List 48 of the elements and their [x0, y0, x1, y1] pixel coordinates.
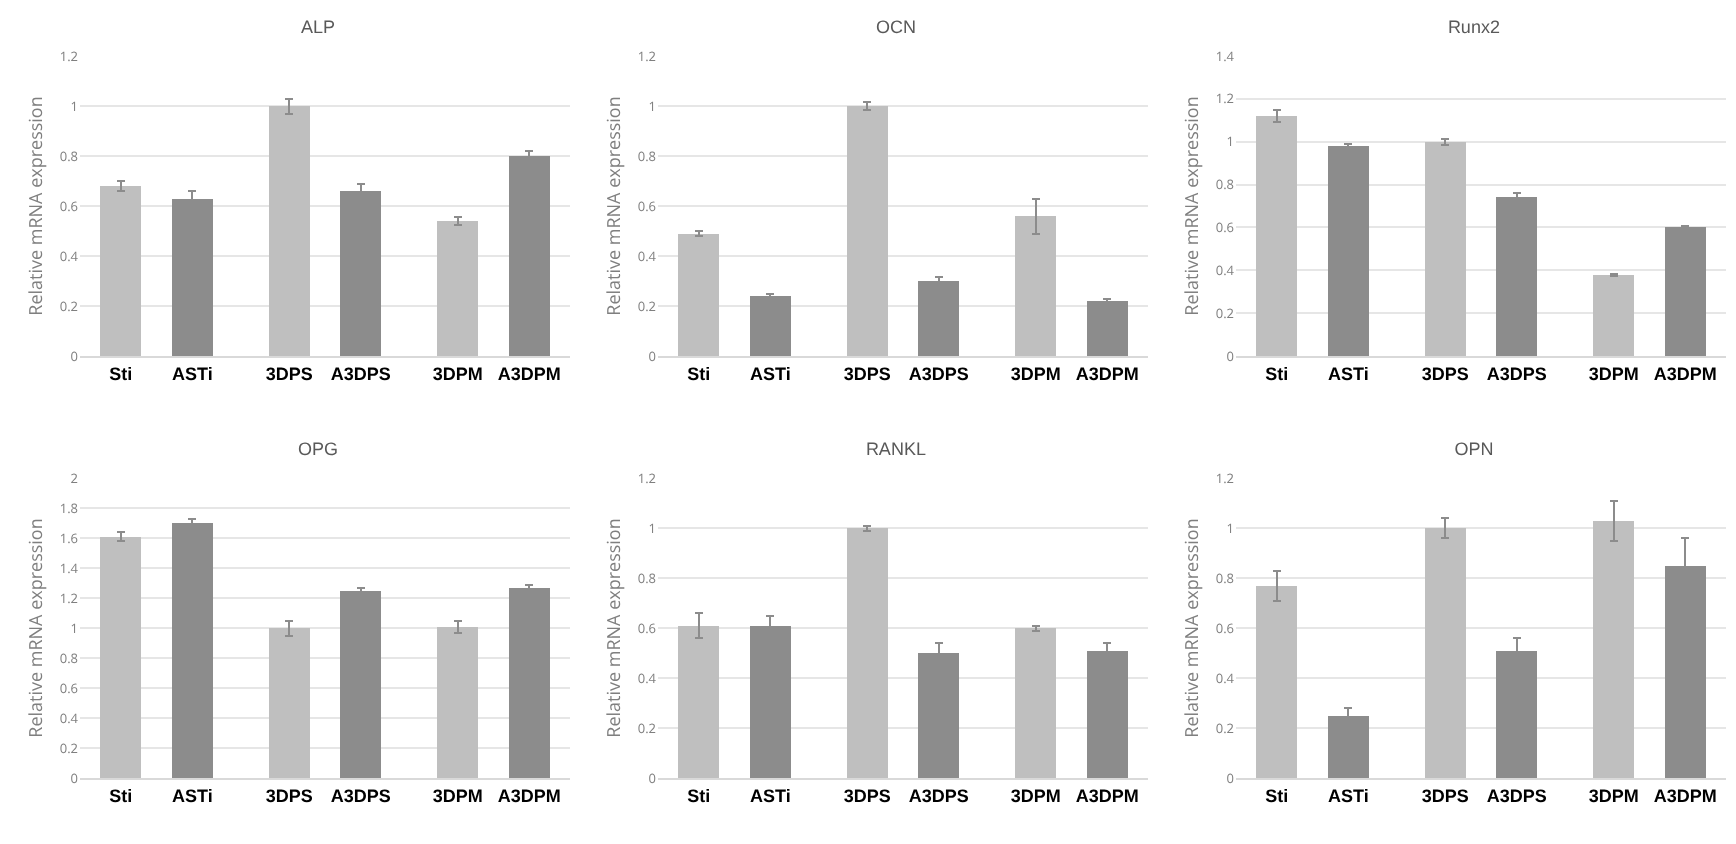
chart-title: ALP: [300, 17, 335, 38]
x-tick-label: A3DPS: [1486, 785, 1547, 806]
y-axis-title: Relative mRNA expression: [600, 518, 627, 738]
x-tick-label: 3DPM: [432, 363, 483, 384]
x-tick-label: 3DPM: [432, 785, 483, 806]
x-tick-label: 3DPS: [265, 363, 313, 384]
x-tick-label: 3DPM: [1588, 785, 1639, 806]
chart-title: Runx2: [1447, 17, 1500, 38]
x-tick-label: Sti: [1265, 363, 1289, 384]
x-tick-label: A3DPM: [1653, 363, 1717, 384]
x-tick-label: A3DPS: [330, 363, 391, 384]
x-tick-label: A3DPM: [1075, 363, 1139, 384]
x-tick-label: Sti: [1265, 785, 1289, 806]
y-axis-title: Relative mRNA expression: [1178, 518, 1205, 738]
x-tick-label: ASTi: [1327, 363, 1369, 384]
x-tick-label: A3DPS: [908, 785, 969, 806]
x-tick-label: A3DPS: [330, 785, 391, 806]
x-tick-label: 3DPS: [843, 785, 891, 806]
x-tick-label: 3DPS: [1421, 785, 1469, 806]
x-tick-label: ASTi: [171, 785, 213, 806]
y-axis-title: Relative mRNA expression: [1178, 96, 1205, 316]
x-tick-label: A3DPM: [497, 363, 561, 384]
x-tick-label: A3DPS: [908, 363, 969, 384]
chart-title: OPG: [297, 439, 338, 460]
x-tick-label: ASTi: [1327, 785, 1369, 806]
y-axis-title: Relative mRNA expression: [600, 96, 627, 316]
x-tick-label: 3DPM: [1588, 363, 1639, 384]
x-tick-label: 3DPM: [1010, 363, 1061, 384]
chart-title: RANKL: [865, 439, 926, 460]
x-tick-label: Sti: [109, 363, 133, 384]
x-tick-label: ASTi: [749, 363, 791, 384]
x-tick-label: A3DPM: [497, 785, 561, 806]
x-tick-label: ASTi: [749, 785, 791, 806]
y-axis-title: Relative mRNA expression: [22, 96, 49, 316]
x-tick-label: 3DPM: [1010, 785, 1061, 806]
x-tick-label: 3DPS: [1421, 363, 1469, 384]
x-tick-label: ASTi: [171, 363, 213, 384]
x-tick-label: A3DPM: [1075, 785, 1139, 806]
x-tick-label: 3DPS: [843, 363, 891, 384]
x-tick-label: Sti: [109, 785, 133, 806]
chart-title: OCN: [875, 17, 916, 38]
x-tick-label: A3DPS: [1486, 363, 1547, 384]
x-tick-label: Sti: [687, 363, 711, 384]
x-tick-label: 3DPS: [265, 785, 313, 806]
x-tick-label: Sti: [687, 785, 711, 806]
chart-title: OPN: [1454, 439, 1494, 460]
x-tick-label: A3DPM: [1653, 785, 1717, 806]
y-axis-title: Relative mRNA expression: [22, 518, 49, 738]
